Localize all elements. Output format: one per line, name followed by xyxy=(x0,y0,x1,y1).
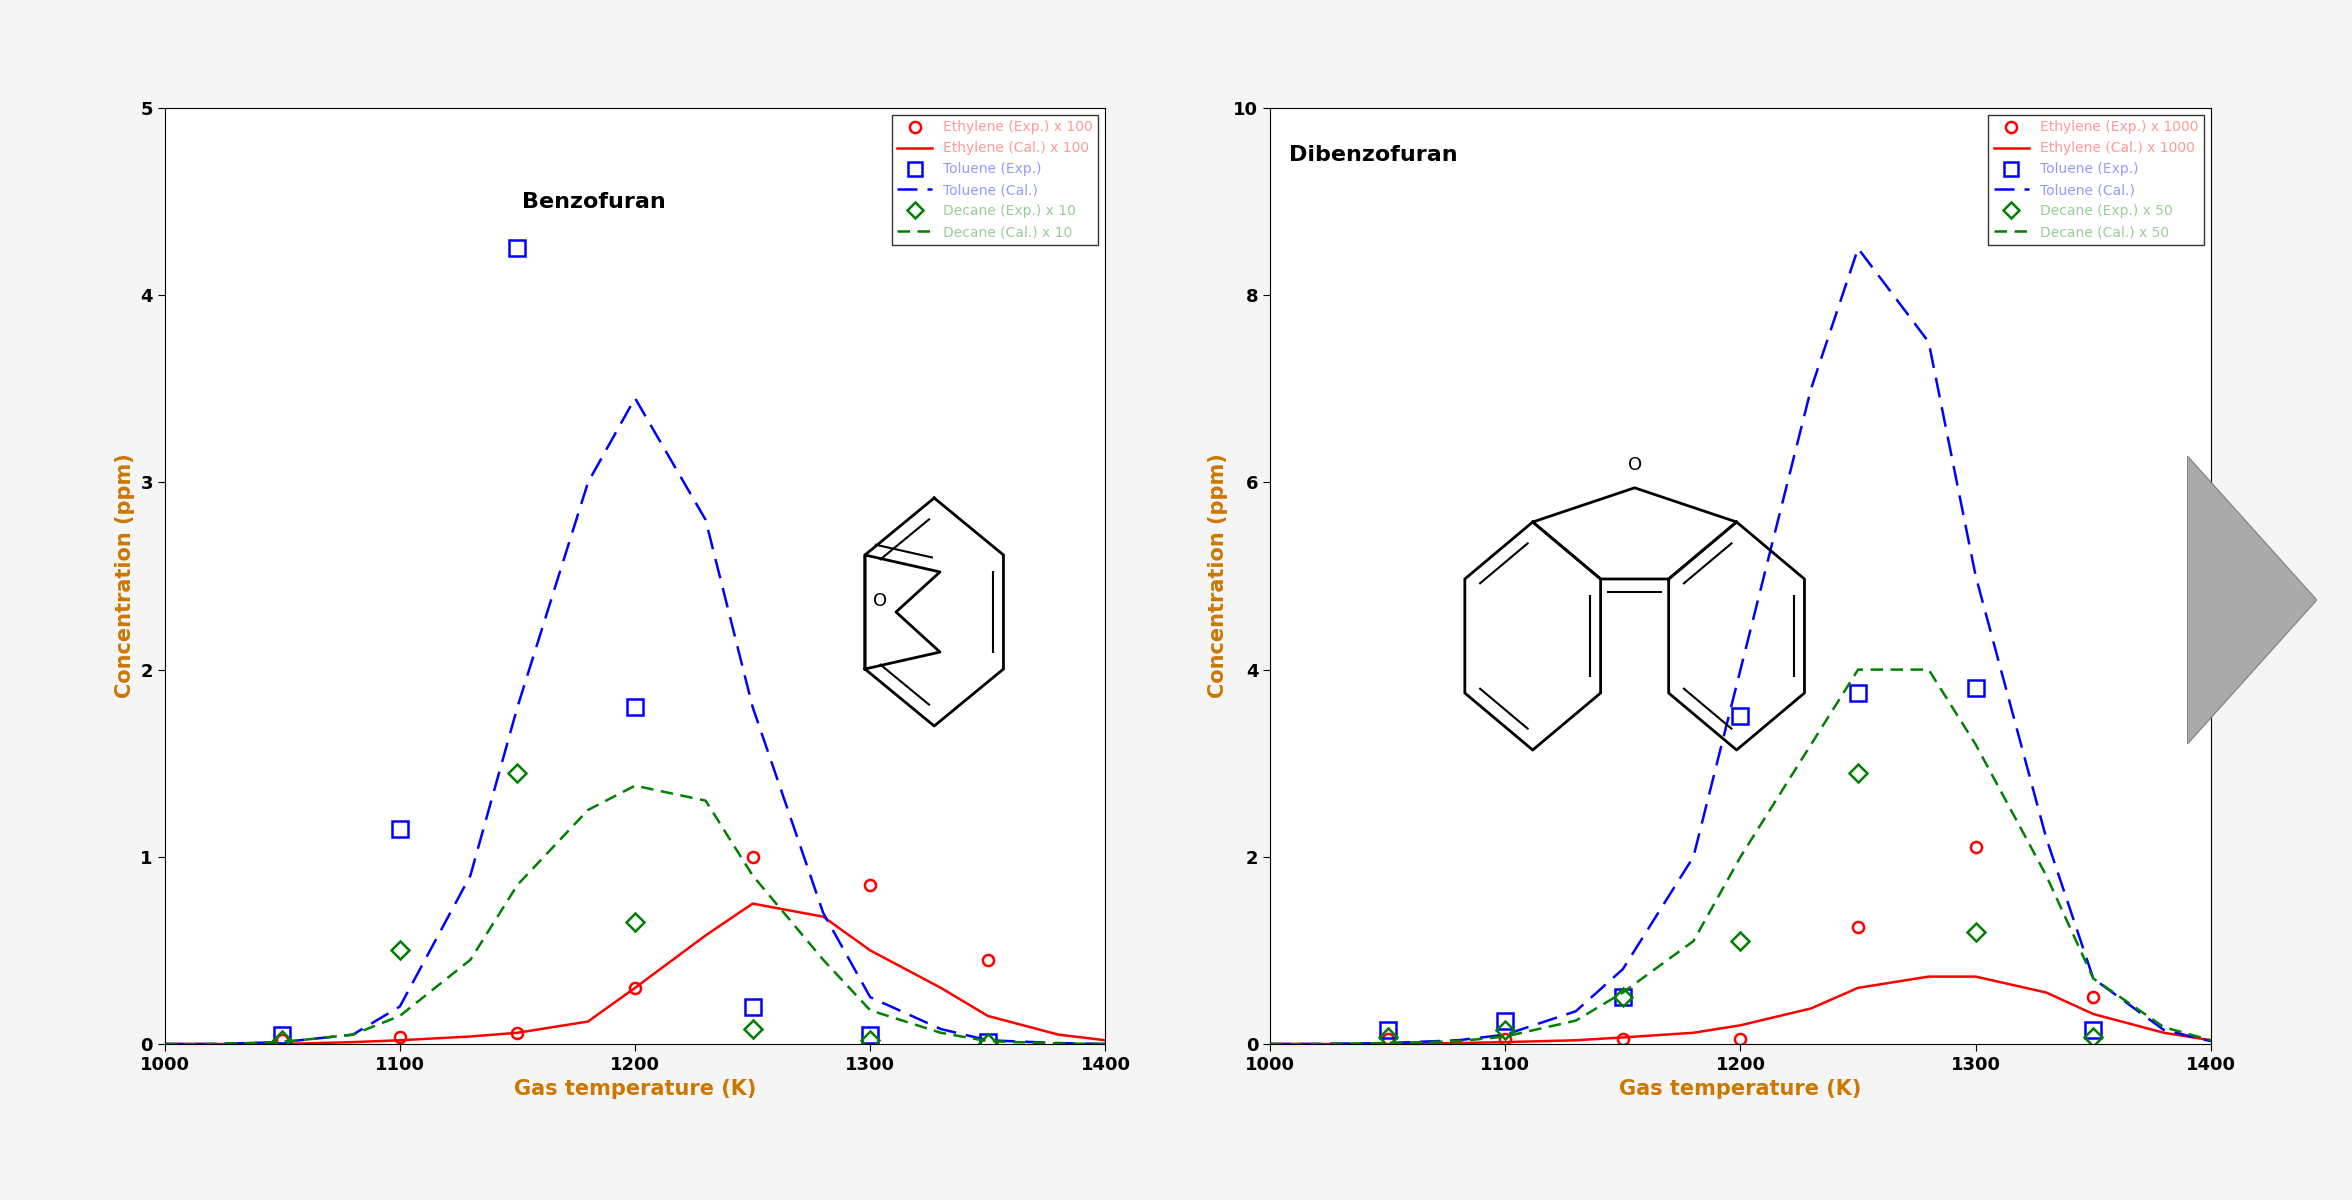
Text: Dibenzofuran: Dibenzofuran xyxy=(1289,145,1458,166)
Y-axis label: Concentration (ppm): Concentration (ppm) xyxy=(115,454,134,698)
Legend: Ethylene (Exp.) x 1000, Ethylene (Cal.) x 1000, Toluene (Exp.), Toluene (Cal.), : Ethylene (Exp.) x 1000, Ethylene (Cal.) … xyxy=(1987,115,2204,245)
X-axis label: Gas temperature (K): Gas temperature (K) xyxy=(1618,1079,1863,1099)
Legend: Ethylene (Exp.) x 100, Ethylene (Cal.) x 100, Toluene (Exp.), Toluene (Cal.), De: Ethylene (Exp.) x 100, Ethylene (Cal.) x… xyxy=(891,115,1098,245)
Y-axis label: Concentration (ppm): Concentration (ppm) xyxy=(1207,454,1228,698)
X-axis label: Gas temperature (K): Gas temperature (K) xyxy=(513,1079,757,1099)
Text: Benzofuran: Benzofuran xyxy=(522,192,666,212)
Text: O: O xyxy=(1628,456,1642,474)
Polygon shape xyxy=(2187,456,2317,744)
Text: O: O xyxy=(873,592,887,610)
